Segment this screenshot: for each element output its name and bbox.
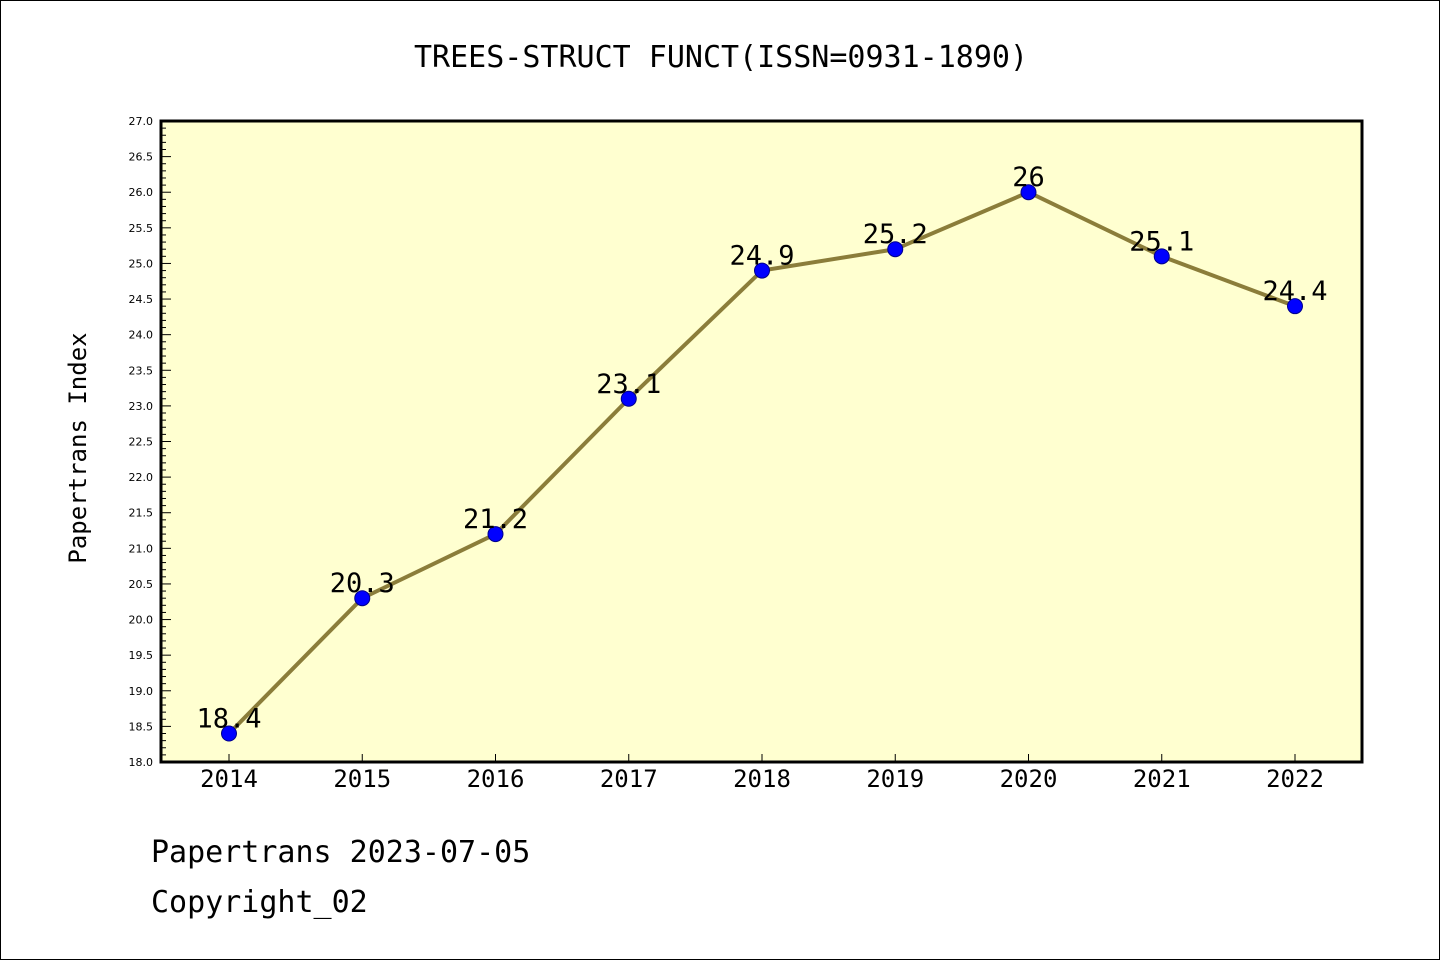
y-tick-label: 20.5 (129, 578, 154, 591)
data-label: 25.1 (1129, 226, 1194, 257)
x-tick-label: 2020 (1000, 765, 1058, 793)
data-point (1153, 248, 1170, 265)
data-label: 20.3 (330, 568, 395, 599)
y-tick-label: 18.0 (129, 756, 154, 769)
data-point (620, 390, 637, 407)
y-tick-label: 22.5 (129, 436, 154, 449)
y-axis-label: Papertrans Index (64, 332, 92, 563)
x-tick-label: 2021 (1133, 765, 1191, 793)
data-label: 21.2 (463, 504, 528, 535)
data-point (487, 526, 504, 543)
y-tick-label: 27.0 (129, 115, 154, 128)
data-point (754, 262, 770, 279)
data-label: 24.4 (1262, 276, 1327, 307)
data-point (887, 241, 904, 258)
data-label: 25.2 (863, 219, 928, 250)
y-tick-label: 25.0 (129, 257, 154, 270)
x-tick-label: 2014 (200, 765, 258, 793)
y-tick-label: 21.0 (129, 542, 154, 555)
data-point (221, 725, 237, 742)
y-tick-label: 19.0 (129, 685, 154, 698)
data-label: 26 (1012, 162, 1045, 193)
chart-title: TREES-STRUCT FUNCT(ISSN=0931-1890) (414, 40, 1028, 75)
x-tick-label: 2019 (866, 765, 924, 793)
y-tick-label: 25.5 (129, 222, 154, 235)
data-label: 18.4 (196, 704, 261, 735)
data-label: 24.9 (729, 241, 794, 272)
x-tick-label: 2017 (600, 765, 658, 793)
series-group: 18.4 20.3 21.2 23.1 24.9 25.2 26 25.1 24.4 (196, 162, 1328, 742)
y-tick-label: 24.5 (129, 293, 154, 306)
data-label: 23.1 (596, 369, 661, 400)
x-tick-label: 2018 (733, 765, 791, 793)
y-tick-label: 26.0 (129, 186, 154, 199)
y-tick-label: 21.5 (129, 507, 154, 520)
y-tick-label: 26.5 (129, 151, 154, 164)
plot-area (161, 121, 1362, 762)
x-tick-label: 2016 (467, 765, 525, 793)
x-axis: 2014 2015 2016 2017 2018 2019 2020 2021 2022 (200, 754, 1324, 793)
y-axis: 18.0 18.5 19.0 19.5 20.0 20.5 21.0 21.5 22.0 22.5… (129, 115, 171, 769)
footer-copyright: Copyright_02 (151, 885, 368, 920)
y-tick-label: 23.0 (129, 400, 154, 413)
y-tick-label: 18.5 (129, 720, 154, 733)
footer-date: Papertrans 2023-07-05 (151, 835, 531, 870)
data-point (1020, 184, 1037, 201)
plot-border (159, 119, 1364, 764)
y-tick-label: 19.5 (129, 649, 154, 662)
y-tick-label: 23.5 (129, 364, 154, 377)
y-tick-label: 24.0 (129, 329, 154, 342)
x-tick-label: 2022 (1266, 765, 1324, 793)
y-tick-label: 22.0 (129, 471, 154, 484)
x-tick-label: 2015 (333, 765, 391, 793)
data-point (1287, 298, 1303, 315)
y-tick-label: 20.0 (129, 614, 154, 627)
data-point (354, 590, 371, 607)
